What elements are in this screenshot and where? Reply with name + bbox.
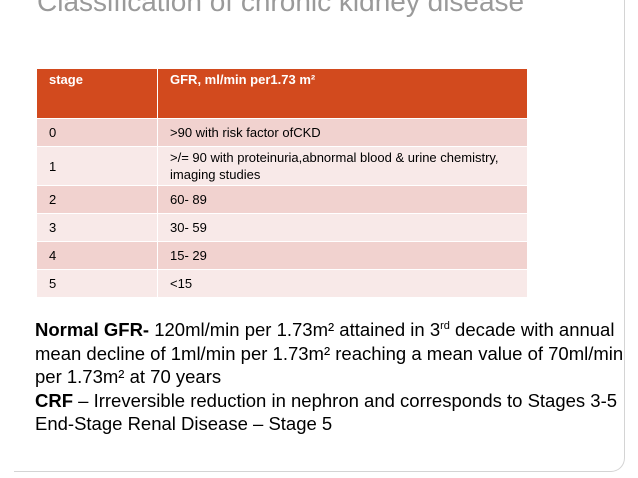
gfr-cell: >90 with risk factor ofCKD — [157, 118, 528, 147]
slide-body: Normal GFR- 120ml/min per 1.73m² attaine… — [35, 318, 630, 436]
stage-cell: 2 — [36, 185, 158, 214]
normal-gfr-text-b: decade with annual mean decline of 1ml/m… — [35, 319, 624, 387]
table-row: 2 60- 89 — [36, 185, 528, 214]
gfr-cell: 15- 29 — [157, 241, 528, 270]
slide-title: Classification of chronic kidney disease — [37, 0, 525, 17]
ordinal-suffix: rd — [440, 319, 450, 332]
stage-cell: 5 — [36, 269, 158, 298]
table-row: 0 >90 with risk factor ofCKD — [36, 118, 528, 147]
stage-cell: 1 — [36, 146, 158, 186]
normal-gfr-paragraph: Normal GFR- 120ml/min per 1.73m² attaine… — [35, 318, 630, 389]
table-row: 1 >/= 90 with proteinuria,abnormal blood… — [36, 146, 528, 186]
gfr-cell: >/= 90 with proteinuria,abnormal blood &… — [157, 146, 528, 186]
normal-gfr-text-a: 120ml/min per 1.73m² attained in 3 — [149, 319, 441, 340]
header-gfr: GFR, ml/min per1.73 m² — [157, 68, 528, 119]
ckd-stage-table: stage GFR, ml/min per1.73 m² 0 >90 with … — [36, 68, 528, 298]
gfr-cell: 30- 59 — [157, 213, 528, 242]
esrd-paragraph: End-Stage Renal Disease – Stage 5 — [35, 413, 333, 434]
stage-cell: 0 — [36, 118, 158, 147]
gfr-cell: <15 — [157, 269, 528, 298]
normal-gfr-label: Normal GFR- — [35, 319, 150, 340]
crf-paragraph: CRF – Irreversible reduction in nephron … — [35, 389, 630, 413]
stage-cell: 4 — [36, 241, 158, 270]
crf-text: – Irreversible reduction in nephron and … — [73, 389, 618, 411]
table-header-row: stage GFR, ml/min per1.73 m² — [36, 68, 528, 119]
slide-frame — [14, 0, 625, 472]
crf-label: CRF — [35, 389, 74, 411]
table-row: 4 15- 29 — [36, 241, 528, 270]
header-stage: stage — [36, 68, 158, 119]
table-row: 3 30- 59 — [36, 213, 528, 242]
table-row: 5 <15 — [36, 269, 528, 298]
stage-cell: 3 — [36, 213, 158, 242]
gfr-cell: 60- 89 — [157, 185, 528, 214]
